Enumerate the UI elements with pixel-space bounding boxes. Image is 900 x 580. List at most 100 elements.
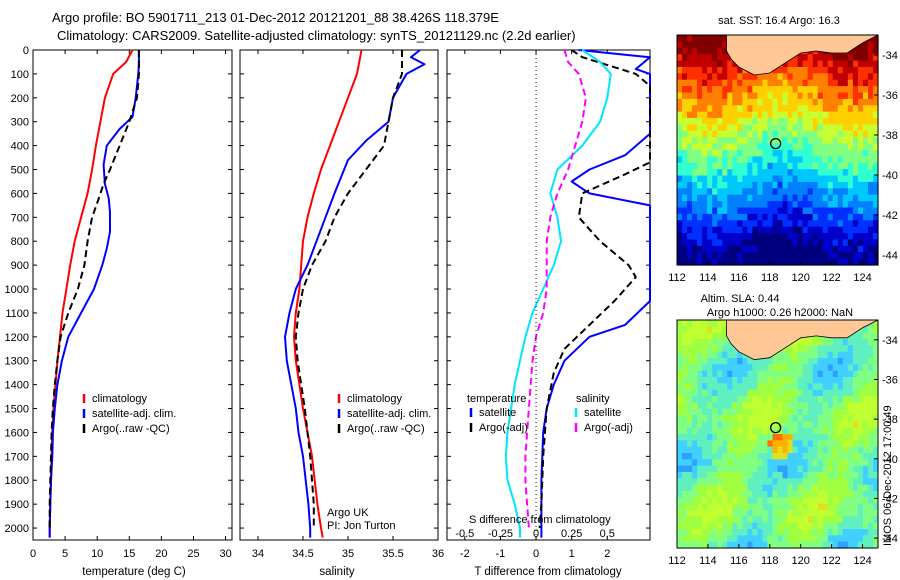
map-cell: [722, 73, 728, 81]
map-cell: [862, 213, 869, 221]
y-tick-label: 800: [11, 236, 29, 248]
x-tick-label-salinity: -0.5: [455, 528, 474, 540]
map-cell: [842, 446, 849, 454]
map-cell: [807, 503, 814, 511]
map-cell: [732, 472, 738, 479]
map-cell: [777, 233, 784, 241]
map-cell: [747, 503, 753, 511]
map-cell: [767, 358, 774, 365]
map-cell: [682, 258, 688, 266]
map-cell: [822, 370, 829, 378]
map-cell: [797, 207, 804, 215]
map-cell: [712, 213, 718, 221]
map-cell: [807, 497, 814, 505]
map-cell: [717, 522, 723, 530]
map-cell: [832, 150, 839, 157]
map-cell: [812, 465, 819, 473]
map-cell: [757, 150, 764, 157]
map-cell: [742, 510, 748, 517]
map-cell: [767, 194, 774, 202]
map-cell: [732, 402, 738, 410]
map-cell: [732, 143, 738, 151]
map-cell: [807, 156, 814, 164]
map-cell: [712, 358, 718, 365]
map-cell: [717, 86, 723, 94]
map-cell: [772, 491, 779, 498]
map-cell: [727, 408, 733, 416]
map-cell: [862, 541, 869, 549]
map-cell: [787, 446, 794, 454]
map-cell: [852, 415, 859, 422]
map-cell: [827, 541, 834, 549]
map-cell: [747, 421, 753, 429]
map-cell: [747, 175, 753, 183]
map-cell: [792, 156, 799, 164]
map-cell: [867, 358, 874, 365]
map-cell: [727, 105, 733, 113]
map-cell: [857, 529, 864, 536]
map-cell: [817, 143, 824, 151]
map-cell: [792, 364, 799, 372]
map-cell: [717, 541, 723, 549]
map-cell: [807, 453, 814, 460]
map-cell: [702, 345, 708, 353]
map-cell: [742, 156, 748, 164]
map-cell: [842, 377, 849, 384]
map-cell: [787, 421, 794, 429]
map-cell: [717, 491, 723, 498]
map-cell: [832, 522, 839, 530]
map-cell: [797, 213, 804, 221]
map-cell: [852, 541, 859, 549]
map-cell: [712, 440, 718, 448]
map-cell: [847, 60, 854, 68]
map-cell: [827, 105, 834, 113]
map-cell: [817, 175, 824, 183]
map-cell: [707, 408, 713, 416]
map-cell: [802, 150, 809, 157]
map-cell: [817, 258, 824, 266]
map-cell: [762, 226, 769, 234]
map-cell: [832, 516, 839, 524]
map-cell: [752, 446, 759, 454]
map-cell: [767, 459, 774, 467]
map-cell: [817, 188, 824, 196]
map-cell: [812, 389, 819, 397]
map-cell: [792, 137, 799, 145]
map-cell: [817, 522, 824, 530]
map-cell: [807, 522, 814, 530]
map-cell: [802, 79, 809, 87]
map-cell: [692, 207, 698, 215]
map-cell: [782, 535, 789, 543]
map-cell: [847, 389, 854, 397]
map-cell: [872, 427, 879, 435]
map-cell: [832, 453, 839, 460]
map-cell: [787, 396, 794, 403]
map-cell: [687, 351, 693, 359]
map-cell: [722, 408, 728, 416]
map-cell: [687, 175, 693, 183]
map-cell: [812, 339, 819, 346]
map-cell: [702, 408, 708, 416]
map-cell: [847, 446, 854, 454]
map-cell: [827, 427, 834, 435]
map-cell: [757, 484, 764, 492]
map-cell: [707, 130, 713, 138]
map-cell: [722, 175, 728, 183]
map-cell: [797, 156, 804, 164]
y-tick-label: 700: [11, 212, 29, 224]
s-difference-label: S difference from climatology: [469, 514, 611, 526]
map-cell: [772, 169, 779, 177]
map-cell: [832, 60, 839, 68]
map-cell: [872, 434, 879, 441]
map-cell: [787, 345, 794, 353]
map-cell: [852, 453, 859, 460]
map-cell: [837, 377, 844, 384]
map-cell: [847, 162, 854, 170]
map-cell: [682, 434, 688, 441]
map-cell: [777, 484, 784, 492]
map-cell: [772, 245, 779, 253]
map-cell: [797, 510, 804, 517]
map-cell: [807, 239, 814, 247]
map-cell: [747, 446, 753, 454]
map-cell: [732, 478, 738, 486]
